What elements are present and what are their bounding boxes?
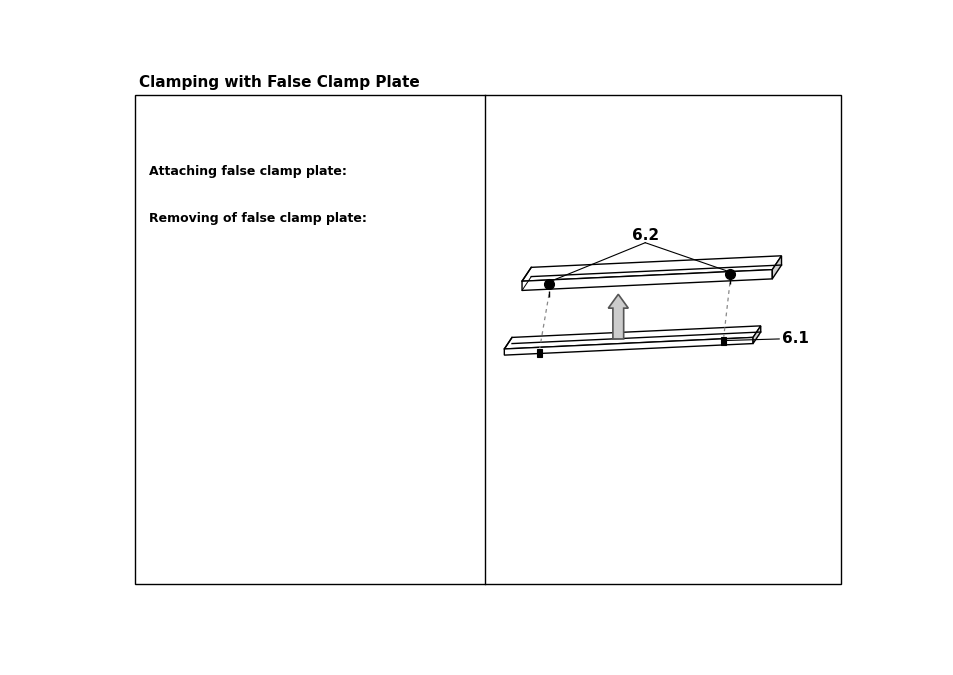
- Bar: [537, 349, 541, 356]
- Text: 6.1: 6.1: [781, 331, 807, 346]
- Text: Attaching false clamp plate:: Attaching false clamp plate:: [149, 165, 346, 178]
- FancyArrow shape: [608, 294, 628, 339]
- Text: Clamping with False Clamp Plate: Clamping with False Clamp Plate: [138, 75, 419, 90]
- Text: 6.2: 6.2: [631, 227, 659, 243]
- Polygon shape: [504, 338, 752, 355]
- Polygon shape: [504, 326, 760, 349]
- Polygon shape: [752, 326, 760, 344]
- Text: Removing of false clamp plate:: Removing of false clamp plate:: [149, 211, 366, 225]
- Polygon shape: [521, 269, 772, 290]
- Polygon shape: [772, 256, 781, 279]
- Bar: [720, 338, 725, 345]
- Polygon shape: [521, 256, 781, 281]
